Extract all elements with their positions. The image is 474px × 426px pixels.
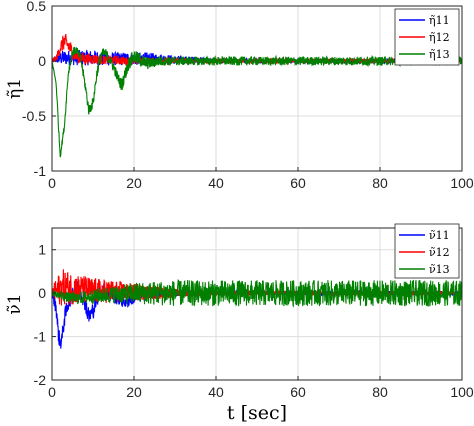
plot-area	[52, 6, 462, 171]
y-tick-label: 1	[38, 242, 46, 258]
legend: ν̃11 ν̃12 ν̃13	[394, 223, 460, 279]
legend-label: η̃13	[429, 48, 450, 61]
axes-frame	[51, 227, 463, 381]
x-tick-label: 100	[450, 384, 474, 400]
y-tick-label: 0.5	[27, 0, 47, 14]
legend-box	[394, 8, 460, 66]
axes-frame	[51, 5, 463, 172]
x-tick-label: 0	[48, 175, 56, 191]
series-line-3	[51, 278, 463, 308]
legend-label: η̃11	[429, 14, 450, 27]
x-tick-label: 0	[48, 384, 56, 400]
y-tick-label: -0.5	[22, 108, 46, 124]
y-tick-label: -1	[34, 163, 47, 179]
legend: η̃11 η̃12 η̃13	[394, 8, 460, 66]
x-tick-label: 40	[208, 384, 224, 400]
x-tick-label: 80	[372, 384, 388, 400]
legend-label: ν̃12	[429, 246, 450, 259]
series-line-3	[51, 46, 463, 158]
legend-label: ν̃13	[429, 263, 450, 276]
legend-label: ν̃11	[429, 229, 450, 242]
x-tick-label: 20	[126, 175, 142, 191]
x-tick-label: 100	[450, 175, 474, 191]
y-axis-label: η̃1	[5, 78, 25, 99]
chart-panel-2: 0 20 40 60 80 100 -2 -1 0 1 ν̃1 t [sec] ν̃11 ν̃12 ν̃13	[5, 223, 474, 424]
x-tick-label: 40	[208, 175, 224, 191]
x-tick-label: 20	[126, 384, 142, 400]
legend-label: η̃12	[429, 31, 450, 44]
x-axis-label: t [sec]	[227, 402, 287, 424]
y-tick-label: -2	[34, 372, 47, 388]
x-tick-label: 80	[372, 175, 388, 191]
y-tick-label: 0	[38, 285, 46, 301]
y-tick-label: -1	[34, 329, 47, 345]
y-tick-label: 0	[38, 53, 46, 69]
y-axis-label: ν̃1	[5, 293, 25, 314]
x-tick-label: 60	[290, 384, 306, 400]
x-tick-label: 60	[290, 175, 306, 191]
chart-panel-1: 0 20 40 60 80 100 -1 -0.5 0 0.5 η̃1 η̃11 η̃12 η̃13	[5, 0, 474, 191]
